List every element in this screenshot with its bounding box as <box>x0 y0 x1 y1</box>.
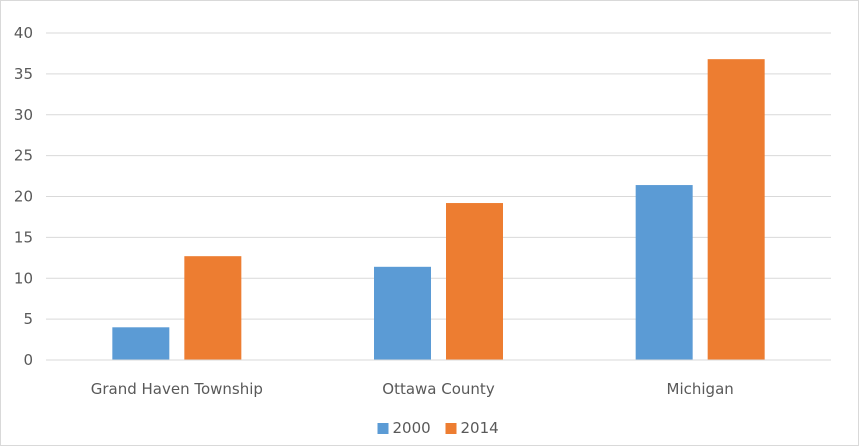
bar-2014-grand-haven-township <box>184 256 242 360</box>
legend-label-2014: 2014 <box>461 419 499 437</box>
y-tick-label: 30 <box>14 106 33 124</box>
y-tick-label: 25 <box>14 147 33 165</box>
bar-2014-michigan <box>707 59 765 360</box>
x-category-label: Grand Haven Township <box>91 380 263 398</box>
y-tick-label: 10 <box>14 269 33 287</box>
legend-swatch-2014 <box>445 423 457 434</box>
y-tick-label: 0 <box>23 351 33 369</box>
y-tick-label: 40 <box>14 24 33 42</box>
bars <box>112 59 765 360</box>
y-tick-label: 35 <box>14 65 33 83</box>
bar-2014-ottawa-county <box>446 203 503 360</box>
legend-label-2000: 2000 <box>393 419 431 437</box>
bar-2000-ottawa-county <box>374 266 431 360</box>
gridlines <box>46 32 831 361</box>
legend-swatch-2000 <box>377 423 389 434</box>
y-tick-label: 5 <box>23 310 33 328</box>
y-tick-label: 15 <box>14 228 33 246</box>
legend: 2000 2014 <box>377 419 499 437</box>
y-axis: 0 5 10 15 20 25 30 35 40 <box>14 24 33 369</box>
bar-2000-michigan <box>635 185 693 360</box>
x-category-label: Ottawa County <box>382 380 495 398</box>
bar-2000-grand-haven-township <box>112 327 170 360</box>
x-axis: Grand Haven Township Ottawa County Michiga… <box>46 359 831 398</box>
x-category-label: Michigan <box>667 380 734 398</box>
y-tick-label: 20 <box>14 188 33 206</box>
